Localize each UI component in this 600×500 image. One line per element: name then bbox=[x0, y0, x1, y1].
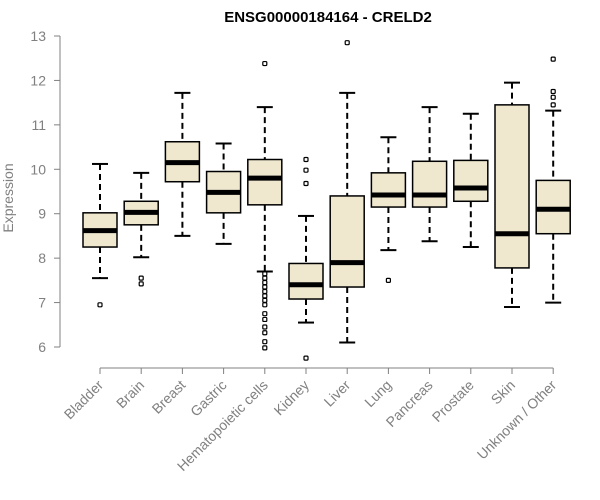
y-axis: 6 7 8 9 10 11 12 13 bbox=[30, 28, 61, 355]
box-prostate bbox=[453, 112, 489, 249]
y-tick-label: 8 bbox=[38, 250, 46, 266]
x-tick-label: Bladder bbox=[61, 377, 107, 423]
x-tick-label: Lung bbox=[361, 377, 394, 410]
iqr-box bbox=[411, 160, 448, 208]
outlier-point bbox=[262, 339, 268, 345]
y-tick-label: 12 bbox=[30, 72, 46, 88]
box-liver bbox=[329, 40, 365, 344]
x-tick-label: Skin bbox=[488, 377, 519, 408]
outlier-point bbox=[550, 56, 556, 62]
chart-title: ENSG00000184164 - CRELD2 bbox=[224, 9, 432, 26]
y-tick-label: 6 bbox=[38, 339, 46, 355]
outlier-point bbox=[262, 316, 268, 323]
y-tick-label: 13 bbox=[30, 28, 46, 44]
outlier-point bbox=[550, 94, 556, 100]
outlier-point bbox=[262, 302, 268, 308]
y-tick-label: 9 bbox=[38, 206, 46, 222]
outlier-point bbox=[385, 277, 391, 283]
outlier-point bbox=[550, 88, 556, 95]
iqr-box bbox=[453, 159, 489, 203]
outlier-point bbox=[262, 279, 268, 286]
box-lung bbox=[370, 136, 407, 283]
box-pancreas bbox=[411, 106, 448, 243]
box-unknown-other bbox=[535, 56, 571, 304]
x-tick-label: Breast bbox=[149, 377, 189, 417]
y-tick-label: 11 bbox=[31, 117, 46, 133]
iqr-box bbox=[370, 172, 407, 208]
outlier-point bbox=[262, 288, 268, 295]
iqr-box bbox=[329, 195, 365, 288]
y-tick-label: 10 bbox=[30, 161, 46, 177]
outlier-point bbox=[262, 60, 268, 67]
iqr-box bbox=[288, 262, 324, 300]
outlier-point bbox=[262, 275, 268, 281]
outlier-point bbox=[262, 311, 268, 317]
iqr-box bbox=[247, 158, 283, 206]
box-skin bbox=[494, 81, 530, 309]
x-tick-label: Brain bbox=[113, 377, 147, 411]
iqr-box bbox=[494, 104, 530, 269]
box-kidney bbox=[288, 156, 324, 361]
outlier-point bbox=[262, 324, 268, 330]
box-gastric bbox=[205, 142, 242, 245]
outlier-point bbox=[138, 275, 144, 281]
outlier-point bbox=[262, 345, 268, 351]
box-hematopoietic-cells bbox=[247, 60, 283, 351]
outlier-point bbox=[303, 355, 309, 361]
outlier-point bbox=[262, 271, 268, 277]
box-bladder bbox=[82, 162, 118, 308]
box-series bbox=[82, 40, 571, 361]
outlier-point bbox=[97, 302, 103, 308]
box-brain bbox=[123, 171, 159, 287]
outlier-point bbox=[303, 180, 309, 187]
outlier-point bbox=[262, 293, 268, 299]
outlier-point bbox=[262, 330, 268, 336]
box-breast bbox=[164, 91, 201, 237]
x-tick-label: Liver bbox=[321, 377, 354, 410]
y-tick-label: 7 bbox=[38, 295, 46, 311]
y-axis-label: Expression bbox=[0, 163, 16, 232]
outlier-point bbox=[344, 40, 350, 46]
outlier-point bbox=[138, 281, 144, 287]
x-tick-label: Kidney bbox=[271, 377, 313, 419]
outlier-point bbox=[262, 284, 268, 290]
outlier-point bbox=[303, 167, 309, 173]
x-tick-label: Prostate bbox=[429, 377, 477, 425]
outlier-point bbox=[262, 297, 268, 303]
outlier-point bbox=[550, 102, 556, 108]
outlier-point bbox=[303, 156, 309, 163]
